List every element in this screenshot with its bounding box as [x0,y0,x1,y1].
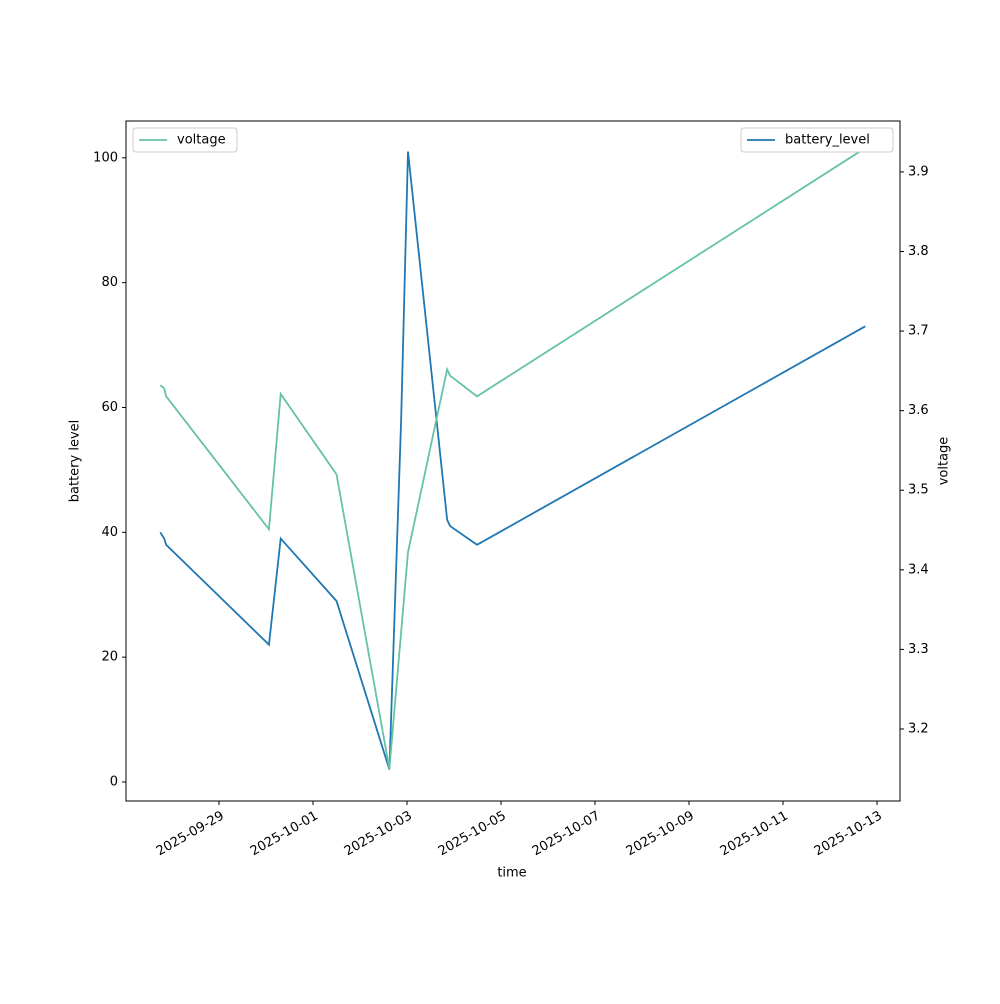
x-tick-label: 2025-10-11 [718,809,791,860]
y2-tick-label: 3.5 [908,483,929,498]
y2-tick-label: 3.4 [908,562,929,577]
legend-box [132,127,238,153]
y2-axis-label: voltage [937,437,952,486]
legend-label: battery_level [785,133,870,148]
x-tick-label: 2025-10-13 [812,809,885,860]
x-tick-label: 2025-10-05 [436,809,509,860]
legend-box [740,127,894,153]
x-tick-label: 2025-09-29 [154,809,227,860]
legend-label: voltage [177,133,226,148]
x-axis-label: time [497,866,526,881]
y2-tick-label: 3.8 [908,244,929,259]
y2-tick-label: 3.9 [908,164,929,179]
line-series [159,151,866,770]
y-tick-label: 100 [93,150,118,165]
plot-frame [125,120,901,802]
legend: battery_level [740,127,894,153]
y2-tick-label: 3.7 [908,324,929,339]
x-tick-label: 2025-10-09 [624,809,697,860]
x-tick-label: 2025-10-01 [248,809,321,860]
y-tick-label: 0 [110,774,118,789]
y-tick-label: 20 [101,650,118,665]
y-tick-label: 80 [101,275,118,290]
line-series [159,147,866,769]
x-tick-label: 2025-10-07 [530,809,603,860]
y2-tick-label: 3.3 [908,642,929,657]
y2-tick-label: 3.6 [908,403,929,418]
x-tick-label: 2025-10-03 [342,809,415,860]
y-axis-label: battery level [68,420,83,503]
legend: voltage [132,127,238,153]
y-tick-label: 60 [101,400,118,415]
y-tick-label: 40 [101,525,118,540]
y2-tick-label: 3.2 [908,721,929,736]
